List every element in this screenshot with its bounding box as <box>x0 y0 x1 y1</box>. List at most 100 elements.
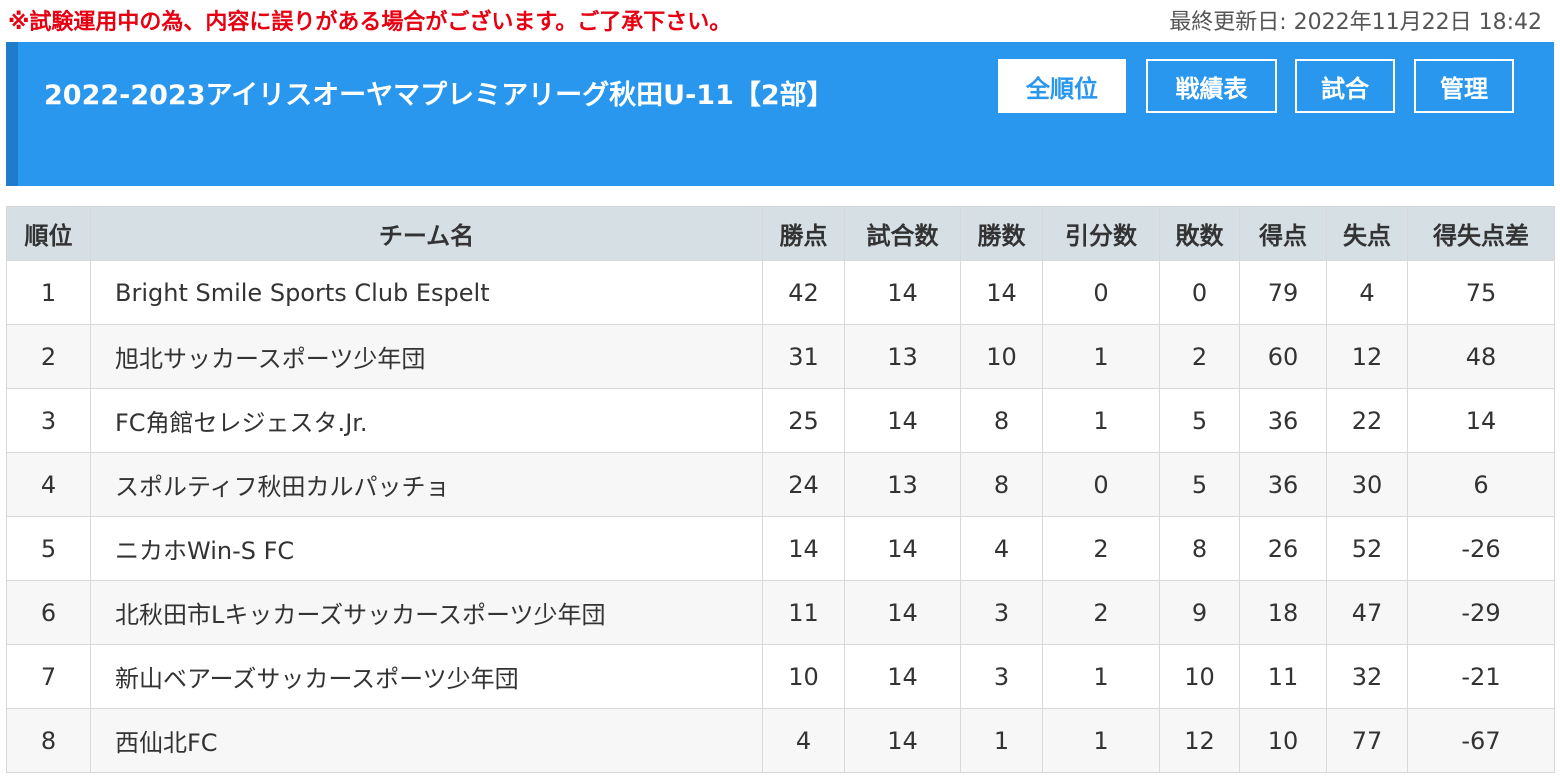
goals-for-cell: 36 <box>1239 388 1327 453</box>
points-cell: 42 <box>762 260 845 325</box>
goals-against-cell: 12 <box>1326 324 1408 389</box>
table-row: 8 西仙北FC 4 14 1 1 12 10 77 -67 <box>6 708 1555 773</box>
goals-for-cell: 10 <box>1239 708 1327 773</box>
header-points: 勝点 <box>762 206 845 261</box>
points-cell: 25 <box>762 388 845 453</box>
draws-cell: 1 <box>1042 708 1160 773</box>
games-cell: 13 <box>844 324 961 389</box>
games-cell: 14 <box>844 644 961 709</box>
league-title: 2022-2023アイリスオーヤマプレミアリーグ秋田U-11【2部】 <box>44 80 834 111</box>
wins-cell: 10 <box>960 324 1043 389</box>
draws-cell: 2 <box>1042 516 1160 581</box>
rank-cell: 3 <box>6 388 91 453</box>
games-cell: 14 <box>844 516 961 581</box>
games-cell: 14 <box>844 580 961 645</box>
rank-cell: 7 <box>6 644 91 709</box>
losses-cell: 5 <box>1159 452 1240 517</box>
team-name-cell: 北秋田市Lキッカーズサッカースポーツ少年団 <box>90 580 763 645</box>
matches-button[interactable]: 試合 <box>1295 59 1395 113</box>
wins-cell: 8 <box>960 388 1043 453</box>
table-header-row: 順位 チーム名 勝点 試合数 勝数 引分数 敗数 得点 失点 得失点差 <box>6 206 1555 261</box>
goal-difference-cell: -67 <box>1407 708 1555 773</box>
header-rank: 順位 <box>6 206 91 261</box>
overall-ranking-button[interactable]: 全順位 <box>998 59 1126 113</box>
points-cell: 24 <box>762 452 845 517</box>
losses-cell: 12 <box>1159 708 1240 773</box>
losses-cell: 8 <box>1159 516 1240 581</box>
team-name-cell: FC角館セレジェスタ.Jr. <box>90 388 763 453</box>
last-updated: 最終更新日: 2022年11月22日 18:42 <box>1169 10 1542 35</box>
wins-cell: 8 <box>960 452 1043 517</box>
goals-for-cell: 36 <box>1239 452 1327 517</box>
goal-difference-cell: 75 <box>1407 260 1555 325</box>
wins-cell: 3 <box>960 580 1043 645</box>
wins-cell: 3 <box>960 644 1043 709</box>
team-name-cell: スポルティフ秋田カルパッチョ <box>90 452 763 517</box>
points-cell: 10 <box>762 644 845 709</box>
header-draws: 引分数 <box>1042 206 1160 261</box>
table-row: 7 新山ベアーズサッカースポーツ少年団 10 14 3 1 10 11 32 -… <box>6 644 1555 709</box>
draws-cell: 1 <box>1042 324 1160 389</box>
points-cell: 14 <box>762 516 845 581</box>
draws-cell: 0 <box>1042 260 1160 325</box>
team-name-cell: 新山ベアーズサッカースポーツ少年団 <box>90 644 763 709</box>
header-goals-against: 失点 <box>1326 206 1408 261</box>
table-row: 2 旭北サッカースポーツ少年団 31 13 10 1 2 60 12 48 <box>6 324 1555 389</box>
goal-difference-cell: -21 <box>1407 644 1555 709</box>
rank-cell: 4 <box>6 452 91 517</box>
header-wins: 勝数 <box>960 206 1043 261</box>
goal-difference-cell: 48 <box>1407 324 1555 389</box>
trial-notice: ※試験運用中の為、内容に誤りがある場合がございます。ご了承下さい。 <box>8 10 732 35</box>
header-goal-difference: 得失点差 <box>1407 206 1555 261</box>
results-table-button[interactable]: 戦績表 <box>1146 59 1277 113</box>
team-name-cell: Bright Smile Sports Club Espelt <box>90 260 763 325</box>
points-cell: 4 <box>762 708 845 773</box>
goal-difference-cell: -29 <box>1407 580 1555 645</box>
goals-for-cell: 18 <box>1239 580 1327 645</box>
points-cell: 11 <box>762 580 845 645</box>
games-cell: 14 <box>844 708 961 773</box>
header-losses: 敗数 <box>1159 206 1240 261</box>
goals-against-cell: 52 <box>1326 516 1408 581</box>
losses-cell: 5 <box>1159 388 1240 453</box>
wins-cell: 1 <box>960 708 1043 773</box>
goals-against-cell: 77 <box>1326 708 1408 773</box>
wins-cell: 4 <box>960 516 1043 581</box>
goals-against-cell: 32 <box>1326 644 1408 709</box>
admin-button[interactable]: 管理 <box>1414 59 1514 113</box>
goal-difference-cell: -26 <box>1407 516 1555 581</box>
losses-cell: 2 <box>1159 324 1240 389</box>
standings-table: 順位 チーム名 勝点 試合数 勝数 引分数 敗数 得点 失点 得失点差 1 Br… <box>6 206 1555 773</box>
goals-against-cell: 22 <box>1326 388 1408 453</box>
rank-cell: 8 <box>6 708 91 773</box>
wins-cell: 14 <box>960 260 1043 325</box>
draws-cell: 1 <box>1042 644 1160 709</box>
rank-cell: 1 <box>6 260 91 325</box>
table-row: 6 北秋田市Lキッカーズサッカースポーツ少年団 11 14 3 2 9 18 4… <box>6 580 1555 645</box>
header-games-played: 試合数 <box>844 206 961 261</box>
goals-for-cell: 60 <box>1239 324 1327 389</box>
rank-cell: 6 <box>6 580 91 645</box>
goals-against-cell: 47 <box>1326 580 1408 645</box>
goal-difference-cell: 6 <box>1407 452 1555 517</box>
losses-cell: 0 <box>1159 260 1240 325</box>
table-row: 4 スポルティフ秋田カルパッチョ 24 13 8 0 5 36 30 6 <box>6 452 1555 517</box>
team-name-cell: 西仙北FC <box>90 708 763 773</box>
draws-cell: 1 <box>1042 388 1160 453</box>
goals-for-cell: 26 <box>1239 516 1327 581</box>
header-goals-for: 得点 <box>1239 206 1327 261</box>
table-row: 1 Bright Smile Sports Club Espelt 42 14 … <box>6 260 1555 325</box>
team-name-cell: 旭北サッカースポーツ少年団 <box>90 324 763 389</box>
banner-accent-bar <box>6 42 18 186</box>
team-name-cell: ニカホWin-S FC <box>90 516 763 581</box>
games-cell: 14 <box>844 388 961 453</box>
goals-against-cell: 30 <box>1326 452 1408 517</box>
goals-against-cell: 4 <box>1326 260 1408 325</box>
header-team-name: チーム名 <box>90 206 763 261</box>
goals-for-cell: 11 <box>1239 644 1327 709</box>
draws-cell: 0 <box>1042 452 1160 517</box>
top-bar: ※試験運用中の為、内容に誤りがある場合がございます。ご了承下さい。 最終更新日:… <box>0 0 1560 40</box>
rank-cell: 2 <box>6 324 91 389</box>
goal-difference-cell: 14 <box>1407 388 1555 453</box>
league-banner: 2022-2023アイリスオーヤマプレミアリーグ秋田U-11【2部】 全順位 戦… <box>6 42 1554 186</box>
